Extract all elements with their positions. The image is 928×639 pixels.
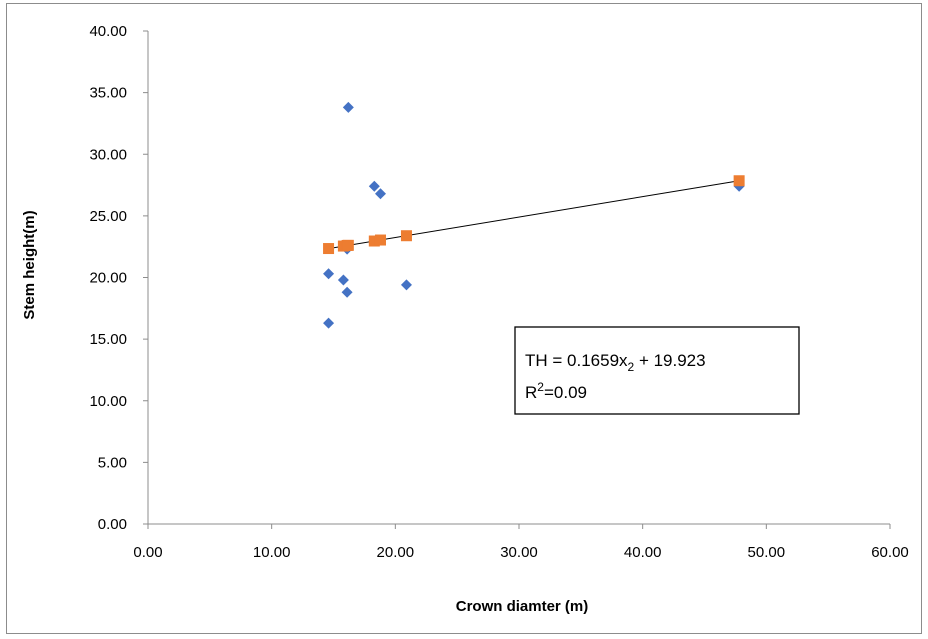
r-squared-main: R [525, 383, 537, 402]
predicted-point [733, 175, 745, 187]
chart-frame [6, 3, 922, 634]
observed-point [323, 317, 335, 329]
y-tick-label: 15.00 [89, 331, 127, 348]
x-tick-label: 0.00 [133, 544, 162, 561]
observed-point [341, 286, 353, 298]
x-tick-label: 40.00 [624, 544, 662, 561]
predicted-point [368, 235, 380, 247]
trend-line [328, 180, 740, 250]
y-tick-label: 40.00 [89, 23, 127, 40]
x-tick-label: 10.00 [253, 544, 291, 561]
y-tick-label: 5.00 [98, 454, 127, 471]
r-squared-superscript: 2 [537, 380, 544, 394]
y-tick-label: 25.00 [89, 208, 127, 225]
predicted-point [374, 234, 386, 246]
x-tick-label: 50.00 [748, 544, 786, 561]
y-tick-label: 10.00 [89, 393, 127, 410]
observed-point [337, 274, 349, 286]
r-squared-value: =0.09 [544, 383, 587, 402]
observed-point [323, 268, 335, 280]
x-tick-label: 20.00 [377, 544, 415, 561]
predicted-point [323, 243, 335, 255]
equation-rest: + 19.923 [634, 351, 705, 370]
predicted-point [400, 230, 412, 242]
observed-point [368, 180, 380, 192]
equation-main: TH = 0.1659x [525, 351, 628, 370]
equation-box-border [514, 326, 800, 415]
equation-line: TH = 0.1659x2 + 19.923 [525, 351, 706, 374]
y-tick-label: 20.00 [89, 270, 127, 287]
data-points [323, 101, 745, 329]
observed-point [400, 279, 412, 291]
observed-point [342, 101, 354, 113]
x-tick-label: 60.00 [871, 544, 909, 561]
x-axis-title: Crown diamter (m) [456, 598, 589, 615]
y-axis-ticks: 0.00 5.00 10.00 15.00 20.00 25.00 30.00 35.00 40… [89, 23, 148, 533]
y-tick-label: 0.00 [98, 516, 127, 533]
y-tick-label: 30.00 [89, 146, 127, 163]
x-tick-label: 30.00 [500, 544, 538, 561]
equation-box: TH = 0.1659x2 + 19.923 R2=0.09 [514, 326, 800, 415]
r-squared-line: R2=0.09 [525, 380, 587, 402]
predicted-point [342, 239, 354, 251]
x-axis-ticks: 0.00 10.00 20.00 30.00 40.00 50.00 60.00 [133, 524, 909, 561]
equation-subscript: 2 [628, 360, 635, 374]
y-axis-title: Stem height(m) [21, 210, 38, 319]
y-tick-label: 35.00 [89, 85, 127, 102]
observed-point [374, 188, 386, 200]
